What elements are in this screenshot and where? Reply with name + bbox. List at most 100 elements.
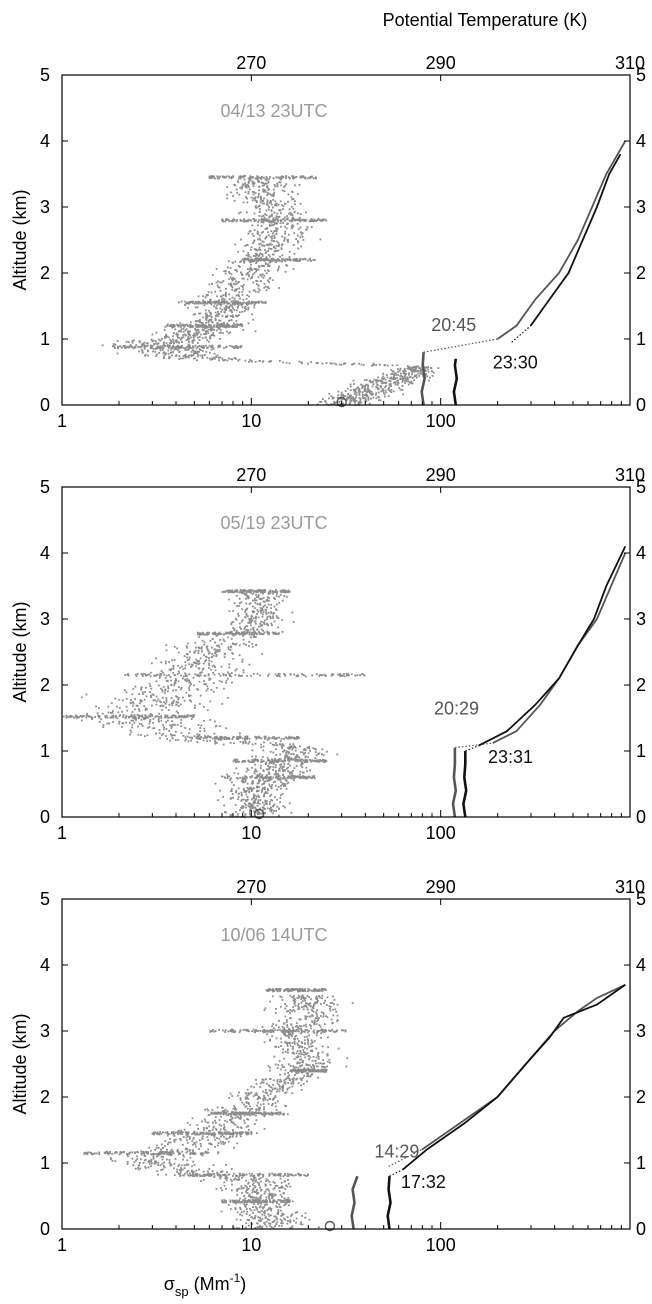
- aerosol-point: [354, 390, 357, 393]
- aerosol-point: [272, 612, 274, 615]
- aerosol-point: [312, 220, 314, 223]
- aerosol-point: [257, 291, 260, 293]
- aerosol-point: [190, 351, 193, 353]
- aerosol-point: [200, 724, 203, 727]
- aerosol-point: [246, 201, 249, 204]
- aerosol-point: [230, 638, 233, 640]
- aerosol-point: [270, 221, 273, 224]
- aerosol-point: [256, 175, 259, 177]
- aerosol-point: [184, 303, 187, 305]
- aerosol-point: [192, 302, 194, 304]
- aerosol-point: [255, 219, 257, 222]
- aerosol-point: [258, 243, 261, 246]
- aerosol-point: [268, 1222, 270, 1225]
- aerosol-point: [279, 255, 281, 258]
- aerosol-point: [148, 682, 151, 685]
- aerosol-point: [208, 651, 211, 654]
- aerosol-point: [267, 180, 270, 183]
- aerosol-point: [375, 379, 378, 381]
- aerosol-point: [144, 353, 147, 356]
- aerosol-point: [408, 366, 411, 368]
- aerosol-point: [226, 777, 229, 779]
- aerosol-point: [235, 319, 238, 322]
- aerosol-point: [217, 346, 220, 349]
- aerosol-point: [180, 732, 183, 734]
- aerosol-point: [226, 359, 229, 362]
- aerosol-point: [190, 718, 193, 721]
- aerosol-point: [230, 797, 233, 799]
- aerosol-point: [188, 679, 191, 682]
- aerosol-point: [251, 775, 254, 777]
- aerosol-point: [118, 698, 121, 701]
- aerosol-point: [266, 739, 269, 741]
- aerosol-point: [337, 390, 340, 393]
- aerosol-point: [293, 232, 296, 235]
- aerosol-point: [192, 354, 195, 356]
- aerosol-point: [291, 227, 293, 230]
- aerosol-point: [163, 673, 166, 676]
- aerosol-point: [186, 656, 189, 659]
- aerosol-point: [277, 176, 280, 179]
- aerosol-point: [233, 357, 236, 359]
- aerosol-point: [229, 344, 231, 347]
- aerosol-point: [231, 286, 234, 289]
- aerosol-point: [280, 247, 283, 249]
- aerosol-point: [273, 596, 275, 599]
- aerosol-point: [209, 312, 212, 314]
- aerosol-point: [232, 627, 235, 629]
- aerosol-point: [217, 324, 220, 326]
- aerosol-point: [273, 234, 276, 237]
- aerosol-point: [291, 224, 294, 227]
- aerosol-point: [216, 644, 218, 647]
- aerosol-point: [278, 1203, 281, 1206]
- sounding-line-transition: [511, 325, 531, 343]
- aerosol-point: [260, 609, 263, 612]
- aerosol-point: [155, 715, 157, 718]
- aerosol-point: [243, 218, 245, 220]
- aerosol-point: [175, 347, 178, 350]
- aerosol-point: [301, 1215, 303, 1217]
- aerosol-point: [222, 674, 225, 677]
- aerosol-point: [203, 680, 205, 682]
- aerosol-point: [166, 324, 168, 327]
- aerosol-point: [276, 633, 279, 635]
- aerosol-point: [157, 698, 160, 701]
- aerosol-point: [331, 397, 334, 400]
- aerosol-point: [263, 741, 265, 744]
- aerosol-point: [363, 674, 366, 677]
- aerosol-point: [280, 737, 283, 740]
- x-tick-label-bottom: 10: [241, 411, 261, 431]
- aerosol-point: [251, 313, 253, 316]
- aerosol-point: [269, 200, 272, 203]
- aerosol-point: [302, 771, 305, 774]
- aerosol-point: [257, 1210, 260, 1213]
- aerosol-point: [203, 301, 206, 304]
- aerosol-point: [263, 176, 265, 179]
- sounding-2029: 20:29: [434, 552, 627, 818]
- aerosol-point: [167, 709, 170, 711]
- aerosol-point: [273, 759, 276, 762]
- aerosol-point: [198, 312, 200, 315]
- aerosol-point: [186, 735, 189, 738]
- aerosol-point: [293, 767, 296, 769]
- aerosol-point: [250, 267, 253, 270]
- aerosol-point: [295, 756, 297, 758]
- aerosol-point: [233, 289, 236, 292]
- aerosol-point: [216, 354, 219, 357]
- aerosol-point: [155, 331, 158, 334]
- aerosol-point: [154, 351, 157, 353]
- aerosol-point: [133, 346, 136, 348]
- aerosol-point: [371, 385, 374, 388]
- aerosol-point: [279, 801, 281, 804]
- aerosol-point: [158, 700, 161, 703]
- aerosol-point: [215, 633, 217, 636]
- aerosol-point: [256, 233, 259, 235]
- aerosol-point: [362, 397, 364, 400]
- aerosol-point: [246, 304, 248, 306]
- aerosol-point: [233, 772, 236, 774]
- aerosol-point: [222, 359, 225, 362]
- aerosol-point: [245, 298, 248, 300]
- aerosol-point: [261, 258, 264, 261]
- aerosol-point: [266, 192, 269, 194]
- aerosol-point: [280, 184, 283, 187]
